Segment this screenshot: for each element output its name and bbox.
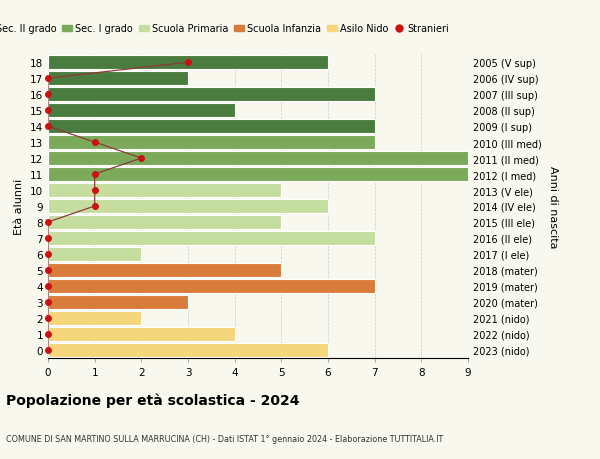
Bar bbox=[48, 247, 142, 261]
Bar bbox=[48, 311, 142, 325]
Bar bbox=[48, 56, 328, 70]
Bar bbox=[48, 200, 328, 213]
Point bbox=[43, 219, 53, 226]
Bar bbox=[48, 72, 188, 86]
Bar bbox=[48, 88, 374, 102]
Y-axis label: Anni di nascita: Anni di nascita bbox=[548, 165, 558, 248]
Point bbox=[43, 91, 53, 99]
Bar bbox=[48, 216, 281, 229]
Bar bbox=[48, 327, 235, 341]
Bar bbox=[48, 232, 374, 245]
Point bbox=[43, 235, 53, 242]
Bar bbox=[48, 263, 281, 277]
Bar bbox=[48, 184, 281, 197]
Point bbox=[43, 107, 53, 115]
Point bbox=[43, 75, 53, 83]
Point bbox=[43, 314, 53, 322]
Point bbox=[43, 251, 53, 258]
Point bbox=[43, 123, 53, 130]
Point bbox=[90, 139, 100, 146]
Bar bbox=[48, 136, 374, 150]
Point bbox=[43, 298, 53, 306]
Point bbox=[137, 155, 146, 162]
Bar bbox=[48, 152, 468, 166]
Point bbox=[43, 330, 53, 338]
Point bbox=[183, 59, 193, 67]
Point bbox=[43, 283, 53, 290]
Text: COMUNE DI SAN MARTINO SULLA MARRUCINA (CH) - Dati ISTAT 1° gennaio 2024 - Elabor: COMUNE DI SAN MARTINO SULLA MARRUCINA (C… bbox=[6, 434, 443, 442]
Bar bbox=[48, 296, 188, 309]
Legend: Sec. II grado, Sec. I grado, Scuola Primaria, Scuola Infanzia, Asilo Nido, Stran: Sec. II grado, Sec. I grado, Scuola Prim… bbox=[0, 21, 453, 38]
Point bbox=[90, 171, 100, 179]
Point bbox=[90, 203, 100, 210]
Bar bbox=[48, 343, 328, 357]
Point bbox=[43, 347, 53, 354]
Bar bbox=[48, 120, 374, 134]
Point bbox=[43, 267, 53, 274]
Bar bbox=[48, 168, 468, 181]
Y-axis label: Età alunni: Età alunni bbox=[14, 179, 25, 235]
Bar bbox=[48, 104, 235, 118]
Bar bbox=[48, 280, 374, 293]
Point bbox=[90, 187, 100, 194]
Text: Popolazione per età scolastica - 2024: Popolazione per età scolastica - 2024 bbox=[6, 392, 299, 407]
